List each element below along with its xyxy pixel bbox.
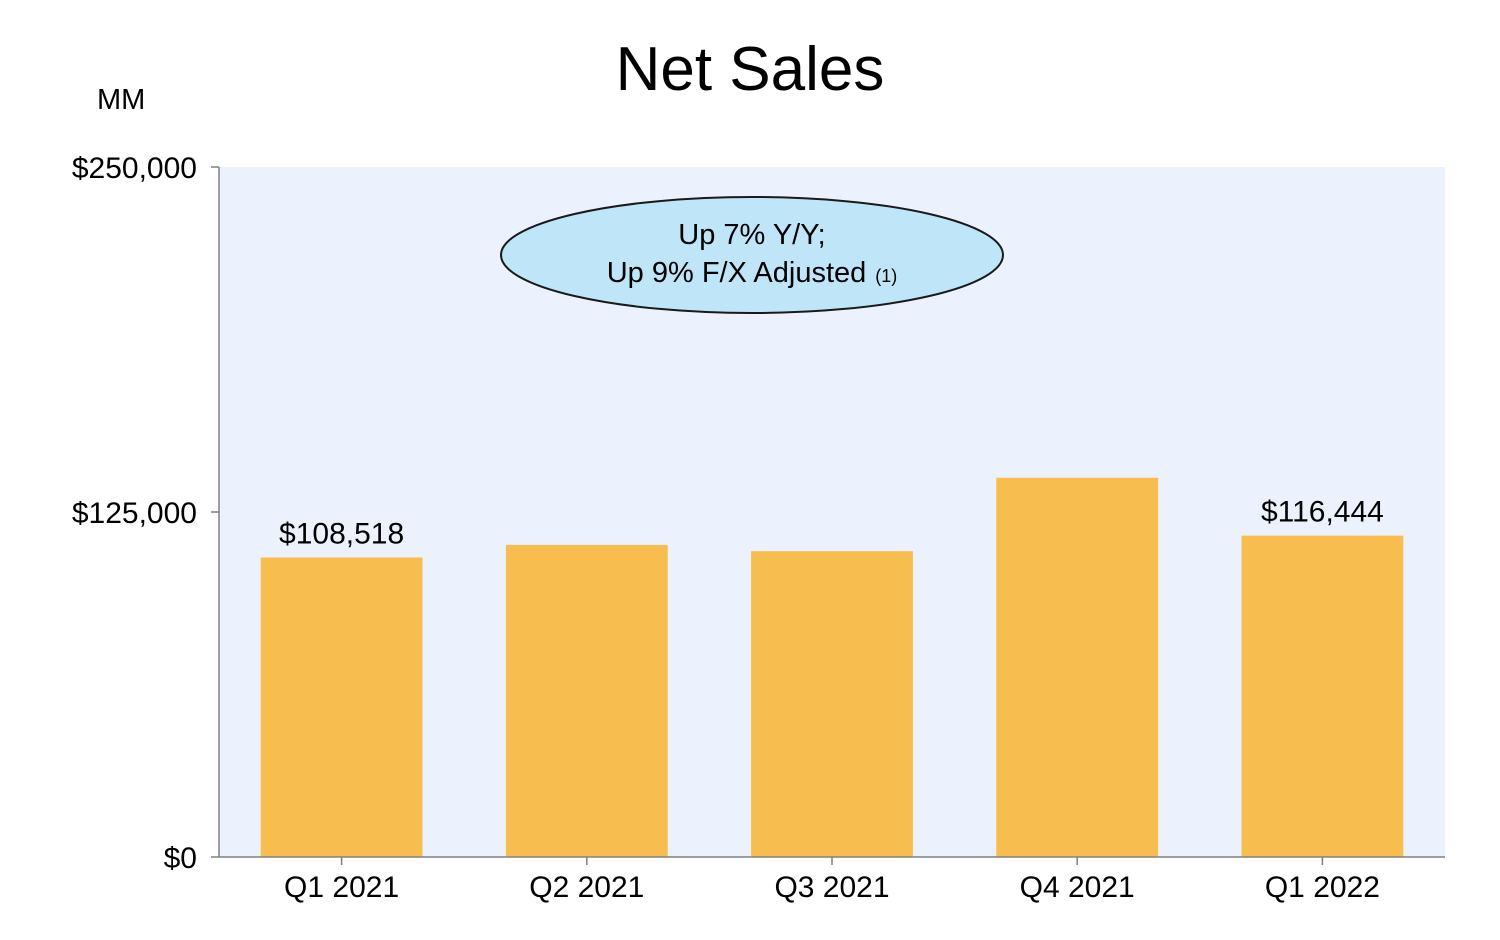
units-label: MM bbox=[97, 84, 146, 116]
bar bbox=[260, 557, 423, 857]
chart-title: Net Sales bbox=[615, 35, 885, 104]
bar bbox=[1241, 535, 1404, 857]
bars bbox=[260, 477, 1404, 857]
callout-line2-text: Up 9% F/X Adjusted bbox=[607, 257, 867, 289]
data-label: $108,518 bbox=[279, 517, 404, 550]
bar bbox=[505, 544, 668, 857]
callout-footnote: (1) bbox=[875, 266, 897, 286]
callout-ellipse bbox=[500, 196, 1004, 314]
y-tick-label: $0 bbox=[164, 842, 197, 875]
annotation-callout: Up 7% Y/Y; Up 9% F/X Adjusted (1) bbox=[500, 196, 1004, 314]
callout-line1: Up 7% Y/Y; bbox=[678, 219, 826, 251]
bar bbox=[996, 477, 1159, 857]
x-tick-label: Q3 2021 bbox=[774, 871, 889, 904]
y-tick-label: $125,000 bbox=[72, 497, 197, 530]
x-tick-label: Q1 2021 bbox=[284, 871, 399, 904]
x-tick-label: Q4 2021 bbox=[1020, 871, 1135, 904]
data-labels: $108,518 $116,444 bbox=[279, 496, 1384, 551]
data-label: $116,444 bbox=[1261, 496, 1384, 529]
callout-line2: Up 9% F/X Adjusted (1) bbox=[607, 257, 898, 289]
bar bbox=[751, 551, 913, 857]
axes: Q1 2021 Q2 2021 Q3 2021 Q4 2021 Q1 2022 $0 $12… bbox=[72, 152, 1445, 904]
x-tick-label: Q1 2022 bbox=[1265, 871, 1380, 904]
x-tick-label: Q2 2021 bbox=[529, 871, 644, 904]
y-tick-label: $250,000 bbox=[72, 152, 197, 185]
